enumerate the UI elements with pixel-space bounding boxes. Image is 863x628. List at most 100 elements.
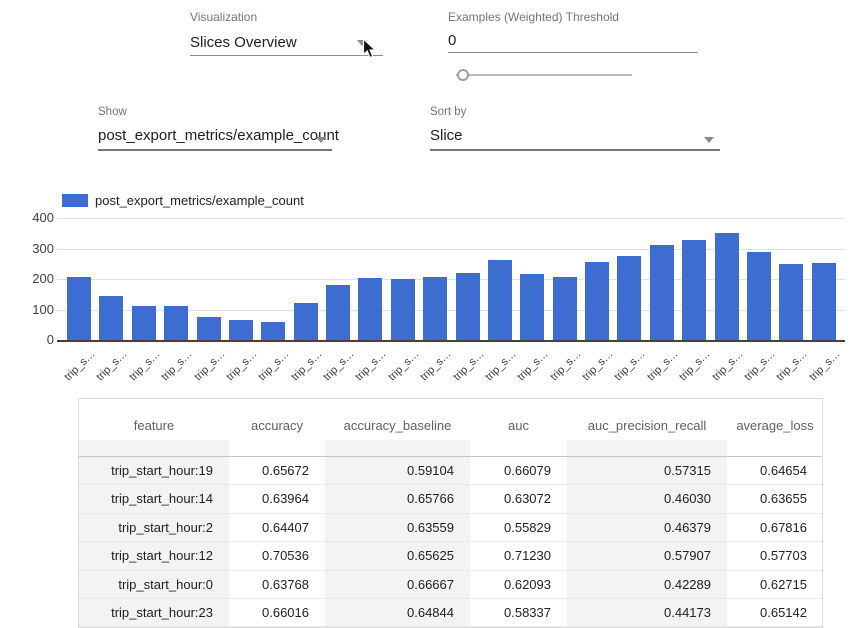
- bar-7[interactable]: [294, 303, 318, 340]
- column-header-auc_precision_recall[interactable]: auc_precision_recall: [567, 399, 727, 440]
- metric-cell-auc: 0.58337: [470, 599, 567, 626]
- feature-cell: trip_start_hour:12: [79, 542, 229, 569]
- table-header-row: featureaccuracyaccuracy_baselineaucauc_p…: [79, 399, 822, 440]
- chevron-down-icon[interactable]: [316, 137, 326, 143]
- metric-cell-accuracy: 0.70536: [229, 542, 325, 569]
- filter-input[interactable]: [567, 440, 727, 456]
- bar-2[interactable]: [132, 306, 156, 340]
- column-header-average_loss[interactable]: average_loss: [727, 399, 823, 440]
- table-row: trip_start_hour:230.660160.648440.583370…: [79, 599, 822, 627]
- metric-cell-auc_precision_recall: 0.57907: [567, 542, 727, 569]
- y-axis-tick-label: 200: [14, 271, 54, 287]
- bar-10[interactable]: [391, 279, 415, 340]
- feature-cell: trip_start_hour:23: [79, 599, 229, 626]
- bar-5[interactable]: [229, 320, 253, 340]
- table-row: trip_start_hour:140.639640.657660.630720…: [79, 485, 822, 513]
- sort-by-value[interactable]: Slice: [430, 127, 720, 144]
- filter-input[interactable]: [470, 440, 567, 456]
- bar-20[interactable]: [715, 233, 739, 340]
- mouse-cursor-icon: [362, 38, 377, 60]
- metric-cell-auc: 0.71230: [470, 542, 567, 569]
- metric-cell-accuracy: 0.63964: [229, 485, 325, 512]
- bar-12[interactable]: [456, 273, 480, 340]
- bar-22[interactable]: [779, 264, 803, 340]
- metric-cell-accuracy_baseline: 0.65766: [325, 485, 470, 512]
- metric-cell-auc: 0.66079: [470, 457, 567, 484]
- feature-cell: trip_start_hour:14: [79, 485, 229, 512]
- slider-knob[interactable]: [457, 69, 469, 81]
- sort-by-underline: [430, 149, 720, 151]
- gridline: [57, 340, 845, 342]
- metric-cell-accuracy: 0.63768: [229, 571, 325, 598]
- metric-cell-accuracy_baseline: 0.64844: [325, 599, 470, 626]
- threshold-field: Examples (Weighted) Threshold: [448, 10, 698, 53]
- table-filter-row: [79, 440, 822, 457]
- threshold-input[interactable]: [448, 32, 698, 49]
- column-header-accuracy_baseline[interactable]: accuracy_baseline: [325, 399, 470, 440]
- bar-21[interactable]: [747, 252, 771, 340]
- column-header-accuracy[interactable]: accuracy: [229, 399, 325, 440]
- bar-19[interactable]: [682, 240, 706, 340]
- filter-input[interactable]: [229, 440, 325, 456]
- bar-15[interactable]: [553, 277, 577, 340]
- bar-3[interactable]: [164, 306, 188, 340]
- table-row: trip_start_hour:00.637680.666670.620930.…: [79, 571, 822, 599]
- metrics-table: featureaccuracyaccuracy_baselineaucauc_p…: [78, 398, 823, 628]
- metric-cell-auc_precision_recall: 0.57315: [567, 457, 727, 484]
- bar-8[interactable]: [326, 285, 350, 340]
- bar-14[interactable]: [520, 274, 544, 340]
- chevron-down-icon[interactable]: [704, 137, 714, 143]
- bar-9[interactable]: [358, 278, 382, 340]
- show-value[interactable]: post_export_metrics/example_count: [98, 127, 332, 144]
- metric-cell-auc_precision_recall: 0.42289: [567, 571, 727, 598]
- filter-input[interactable]: [325, 440, 470, 456]
- y-axis-tick-label: 0: [14, 332, 54, 348]
- table-row: trip_start_hour:20.644070.635590.558290.…: [79, 514, 822, 542]
- show-underline: [98, 149, 332, 151]
- visualization-label: Visualization: [190, 10, 383, 24]
- visualization-underline: [190, 55, 383, 56]
- feature-cell: trip_start_hour:19: [79, 457, 229, 484]
- metric-cell-auc_precision_recall: 0.44173: [567, 599, 727, 626]
- threshold-label: Examples (Weighted) Threshold: [448, 10, 698, 24]
- metric-cell-accuracy_baseline: 0.66667: [325, 571, 470, 598]
- metric-cell-average_loss: 0.63655: [727, 485, 823, 512]
- feature-cell: trip_start_hour:2: [79, 514, 229, 541]
- slider-track[interactable]: [456, 74, 632, 76]
- metric-cell-accuracy_baseline: 0.59104: [325, 457, 470, 484]
- feature-cell: trip_start_hour:0: [79, 571, 229, 598]
- column-header-auc[interactable]: auc: [470, 399, 567, 440]
- bar-18[interactable]: [650, 245, 674, 340]
- metric-cell-accuracy_baseline: 0.65625: [325, 542, 470, 569]
- threshold-slider[interactable]: [456, 66, 634, 84]
- metric-cell-auc_precision_recall: 0.46030: [567, 485, 727, 512]
- column-header-feature[interactable]: feature: [79, 399, 229, 440]
- filter-input[interactable]: [79, 440, 229, 456]
- metric-cell-auc: 0.55829: [470, 514, 567, 541]
- bar-23[interactable]: [812, 263, 836, 340]
- show-label: Show: [98, 106, 332, 118]
- bar-4[interactable]: [197, 317, 221, 340]
- bar-16[interactable]: [585, 262, 609, 340]
- visualization-value[interactable]: Slices Overview: [190, 34, 383, 51]
- metric-cell-average_loss: 0.65142: [727, 599, 823, 626]
- bar-6[interactable]: [261, 322, 285, 340]
- slices-bar-chart: post_export_metrics/example_count 010020…: [0, 185, 863, 395]
- bar-1[interactable]: [99, 296, 123, 340]
- bar-17[interactable]: [617, 256, 641, 340]
- bar-11[interactable]: [423, 277, 447, 340]
- bar-0[interactable]: [67, 277, 91, 340]
- show-dropdown[interactable]: Show post_export_metrics/example_count: [98, 106, 332, 151]
- metric-cell-average_loss: 0.57703: [727, 542, 823, 569]
- y-axis-tick-label: 100: [14, 302, 54, 318]
- sort-by-dropdown[interactable]: Sort by Slice: [430, 106, 720, 151]
- sort-by-label: Sort by: [430, 106, 720, 118]
- table-row: trip_start_hour:190.656720.591040.660790…: [79, 457, 822, 485]
- metric-cell-accuracy_baseline: 0.63559: [325, 514, 470, 541]
- bar-13[interactable]: [488, 260, 512, 340]
- chart-plot-area: 0100200300400trip_s…trip_s…trip_s…trip_s…: [0, 185, 863, 395]
- visualization-dropdown[interactable]: Visualization Slices Overview: [190, 10, 383, 56]
- metric-cell-auc: 0.62093: [470, 571, 567, 598]
- y-axis-tick-label: 400: [14, 210, 54, 226]
- filter-input[interactable]: [727, 440, 823, 456]
